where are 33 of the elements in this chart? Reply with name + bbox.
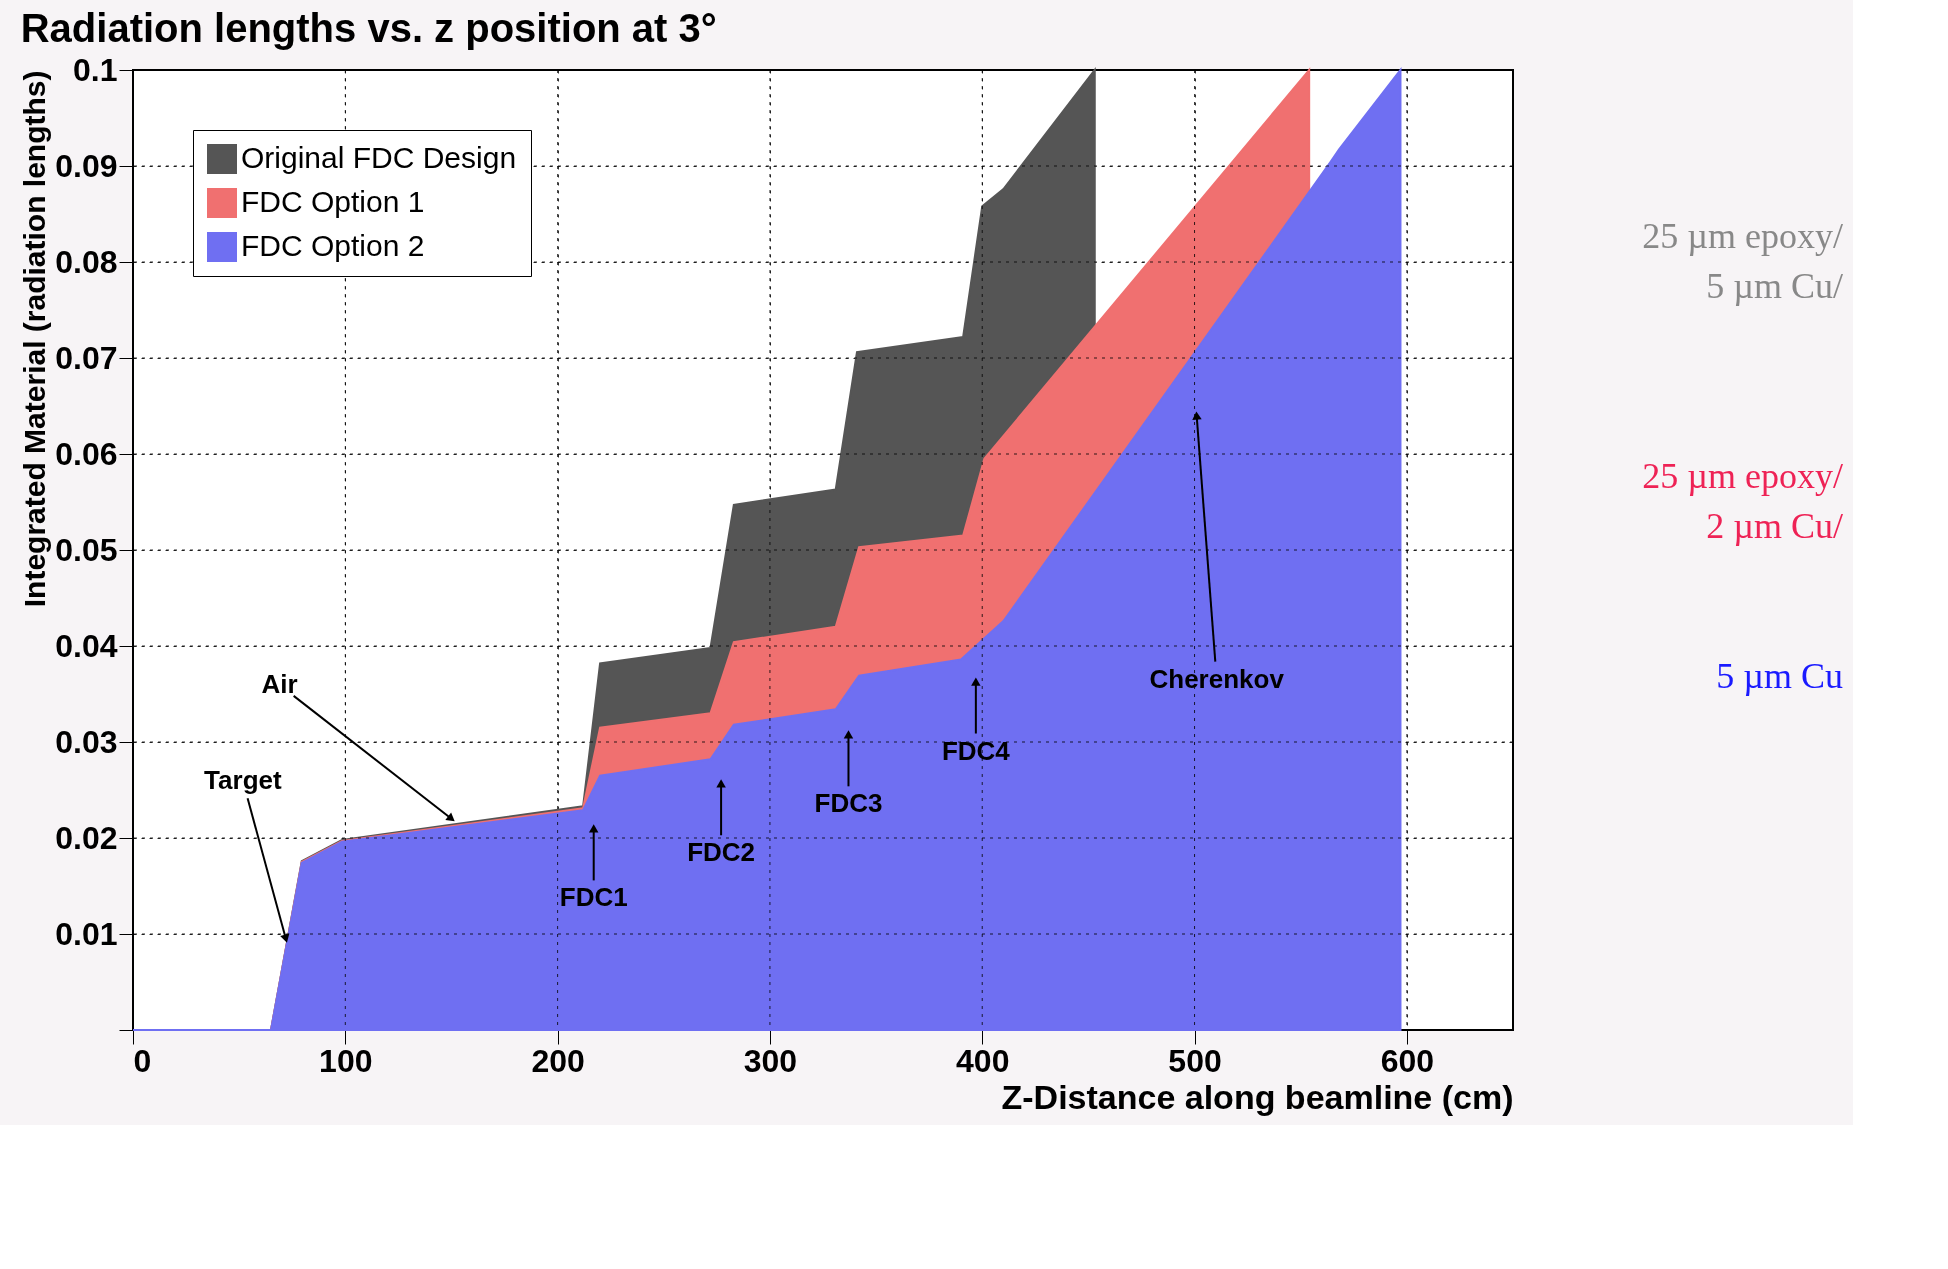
text: 25 µm epoxy/ 2 µm Cu/	[1642, 456, 1843, 546]
y-tick-label: 0.02	[55, 819, 118, 856]
annotation: Air	[261, 668, 298, 699]
annotation: Cherenkov	[1149, 663, 1285, 694]
y-axis-title: Integrated Material (radiation lengths)	[18, 70, 52, 608]
text: 25 µm epoxy/ 5 µm Cu/	[1642, 216, 1843, 306]
x-tick-label: 600	[1380, 1042, 1435, 1079]
legend-label: FDC Option 2	[241, 229, 425, 262]
text: 5 µm Cu	[1716, 656, 1843, 696]
y-tick-label: 0.07	[55, 339, 118, 376]
y-tick-label: 0.05	[55, 531, 118, 568]
y-tick-label: 0.01	[55, 915, 118, 952]
x-tick-label: 0	[133, 1042, 152, 1079]
x-tick-label: 100	[319, 1042, 373, 1079]
legend-label: FDC Option 1	[241, 185, 425, 218]
x-tick-label: 200	[531, 1042, 585, 1079]
annotation: FDC2	[687, 837, 756, 868]
legend-label: Original FDC Design	[241, 141, 517, 174]
annotation: FDC1	[559, 882, 628, 913]
y-tick-label: 0.04	[55, 627, 118, 664]
y-tick-label: 0.06	[55, 435, 118, 472]
x-tick-label: 300	[743, 1042, 798, 1079]
y-tick-label: 0.08	[55, 243, 118, 280]
y-tick-label: 0.09	[55, 147, 118, 184]
annotation: FDC4	[941, 735, 1011, 766]
annotation: FDC3	[814, 788, 883, 819]
chart-title: Radiation lengths vs. z position at 3°	[20, 6, 717, 50]
y-tick-label: 0.1	[73, 51, 118, 88]
y-tick-label: 0.03	[55, 723, 118, 760]
x-tick-label: 500	[1168, 1042, 1222, 1079]
x-tick-label: 400	[956, 1042, 1010, 1079]
x-axis-title: Z-Distance along beamline (cm)	[1001, 1077, 1514, 1116]
annotation: Target	[204, 764, 282, 795]
